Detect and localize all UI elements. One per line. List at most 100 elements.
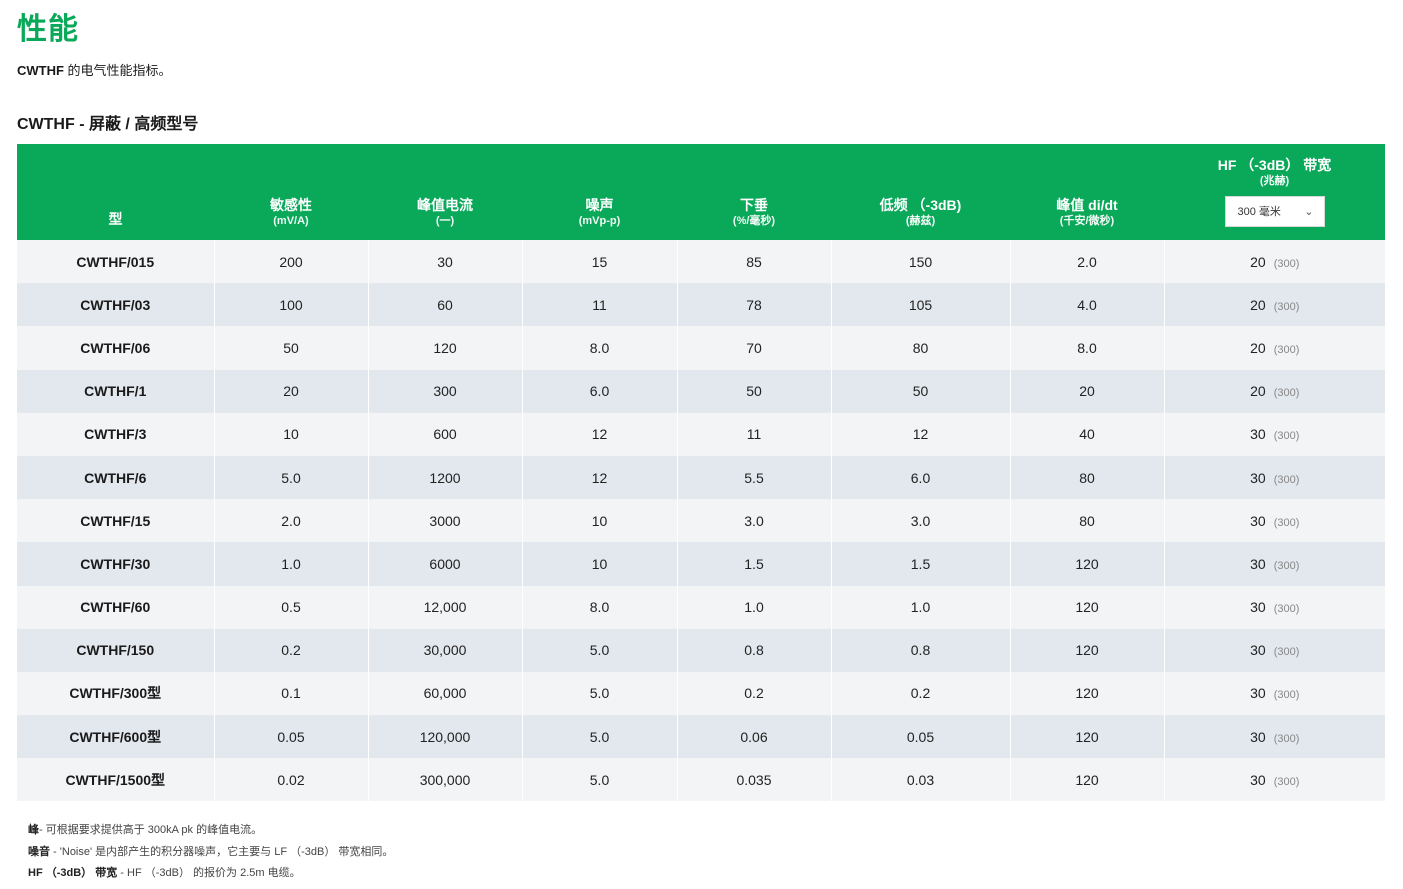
cell-peak-didt: 80 (1009, 455, 1164, 500)
cell-sensitivity: 50 (213, 326, 368, 370)
hf-reference: (300) (1273, 343, 1300, 356)
cell-sensitivity: 200 (213, 240, 368, 284)
cell-lf: 1.5 (830, 542, 1010, 586)
cell-hf-bandwidth: 30 (300) (1163, 585, 1385, 629)
cell-peak-current: 30 (367, 240, 522, 284)
hf-reference: (300) (1273, 775, 1300, 788)
hf-value: 30 (1250, 771, 1266, 788)
cell-peak-didt: 120 (1009, 542, 1164, 586)
cell-noise: 5.0 (521, 715, 677, 759)
cell-model: CWTHF/6 (84, 469, 147, 486)
cell-peak-current: 300 (367, 369, 522, 413)
col-header-label: HF （-3dB） 带宽 (1217, 157, 1332, 173)
col-header-label: 噪声 (585, 197, 614, 213)
hf-reference: (300) (1273, 300, 1300, 313)
footnotes: 峰- 可根据要求提供高于 300kA pk 的峰值电流。 噪音 - 'Noise… (28, 820, 393, 885)
col-header-sensitivity: 敏感性 (mV/A) (214, 144, 368, 240)
cell-peak-current: 12,000 (367, 585, 522, 629)
cell-peak-current: 300,000 (367, 758, 522, 802)
col-header-peak-didt: 峰值 di/dt (千安/微秒) (1010, 144, 1164, 240)
cell-droop: 1.5 (676, 542, 831, 586)
cell-noise: 8.0 (521, 326, 677, 370)
cell-peak-didt: 120 (1009, 628, 1164, 672)
cell-model: CWTHF/150 (76, 642, 155, 659)
cell-droop: 0.8 (676, 628, 831, 672)
hf-value: 30 (1250, 469, 1266, 486)
cell-hf-bandwidth: 30 (300) (1163, 455, 1385, 500)
cell-hf-bandwidth: 30 (300) (1163, 628, 1385, 672)
cell-sensitivity: 20 (213, 369, 368, 413)
col-header-label: 低频 （-3dB) (879, 197, 962, 213)
cell-noise: 11 (521, 283, 677, 327)
cell-lf: 105 (830, 283, 1010, 327)
cable-length-select[interactable]: 300 毫米 ⌄ (1224, 196, 1325, 227)
col-header-model: 型 (17, 144, 214, 240)
hf-value: 30 (1250, 642, 1266, 659)
cell-hf-bandwidth: 30 (300) (1163, 671, 1385, 716)
table-row: CWTHF/30 1.0 6000 10 1.5 1.5 120 30 (300) (17, 542, 1385, 586)
col-header-unit: (兆赫) (1259, 175, 1290, 187)
cell-peak-current: 30,000 (367, 628, 522, 672)
cell-peak-current: 600 (367, 412, 522, 456)
table-row: CWTHF/1 20 300 6.0 50 50 20 20 (300) (17, 369, 1385, 413)
cell-lf: 0.2 (830, 671, 1010, 716)
cell-model: CWTHF/3 (84, 426, 147, 443)
cell-sensitivity: 0.5 (213, 585, 368, 629)
hf-reference: (300) (1273, 689, 1300, 702)
cell-peak-current: 6000 (367, 542, 522, 586)
table-row: CWTHF/3 10 600 12 11 12 40 30 (300) (17, 412, 1385, 456)
cell-model: CWTHF/1 (84, 383, 147, 400)
col-header-peak-current: 峰值电流 (一) (368, 144, 522, 240)
hf-value: 20 (1250, 383, 1266, 400)
page-title: 性能 (17, 13, 79, 46)
cell-noise: 10 (521, 542, 677, 586)
cell-noise: 5.0 (521, 758, 677, 802)
cell-noise: 5.0 (521, 671, 677, 716)
cell-lf: 12 (830, 412, 1010, 456)
cell-peak-didt: 2.0 (1009, 240, 1164, 284)
hf-reference: (300) (1273, 473, 1300, 486)
cell-droop: 0.035 (676, 758, 831, 802)
footnote-hf: HF （-3dB） 带宽 - HF （-3dB） 的报价为 2.5m 电缆。 (28, 863, 393, 885)
cell-model: CWTHF/300型 (69, 685, 162, 702)
cell-peak-current: 1200 (367, 455, 522, 500)
cell-peak-current: 120,000 (367, 715, 522, 759)
hf-reference: (300) (1273, 559, 1300, 572)
col-header-unit: (一) (435, 215, 455, 227)
footnote-noise: 噪音 - 'Noise' 是内部产生的积分器噪声，它主要与 LF （-3dB） … (28, 842, 393, 864)
table-row: CWTHF/1500型 0.02 300,000 5.0 0.035 0.03 120 30 (… (17, 758, 1385, 802)
cell-model: CWTHF/015 (76, 253, 155, 270)
cell-lf: 6.0 (830, 455, 1010, 500)
col-header-label: 型 (108, 211, 123, 227)
performance-table: 型 敏感性 (mV/A) 峰值电流 (一) 噪声 (mVp-p) 下垂 (%/毫秒) 低… (17, 144, 1385, 802)
cell-peak-current: 120 (367, 326, 522, 370)
cell-hf-bandwidth: 20 (300) (1163, 369, 1385, 413)
hf-value: 20 (1250, 253, 1266, 270)
cell-noise: 8.0 (521, 585, 677, 629)
cell-peak-didt: 120 (1009, 758, 1164, 802)
cell-peak-didt: 80 (1009, 499, 1164, 543)
cell-droop: 85 (676, 240, 831, 284)
hf-value: 20 (1250, 296, 1266, 313)
hf-value: 30 (1250, 555, 1266, 572)
hf-reference: (300) (1273, 516, 1300, 529)
cell-model: CWTHF/06 (80, 339, 151, 356)
hf-value: 30 (1250, 685, 1266, 702)
table-row: CWTHF/06 50 120 8.0 70 80 8.0 20 (300) (17, 326, 1385, 370)
hf-reference: (300) (1273, 430, 1300, 443)
col-header-lf: 低频 （-3dB) (赫兹) (831, 144, 1010, 240)
cell-sensitivity: 0.1 (213, 671, 368, 716)
cell-peak-current: 60,000 (367, 671, 522, 716)
cell-droop: 3.0 (676, 499, 831, 543)
cell-model: CWTHF/03 (80, 296, 151, 313)
table-row: CWTHF/015 200 30 15 85 150 2.0 20 (300) (17, 240, 1385, 284)
col-header-label: 峰值 di/dt (1056, 197, 1118, 213)
table-row: CWTHF/60 0.5 12,000 8.0 1.0 1.0 120 30 (300) (17, 585, 1385, 629)
cell-noise: 10 (521, 499, 677, 543)
col-header-label: 下垂 (740, 197, 768, 213)
cell-droop: 78 (676, 283, 831, 327)
col-header-droop: 下垂 (%/毫秒) (677, 144, 831, 240)
cell-noise: 15 (521, 240, 677, 284)
col-header-unit: (千安/微秒) (1059, 215, 1115, 227)
intro-description: 的电气性能指标。 (63, 63, 172, 78)
